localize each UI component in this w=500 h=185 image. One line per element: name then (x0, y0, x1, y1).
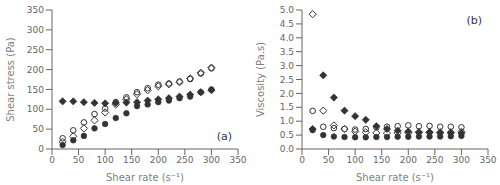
svg-text:350: 350 (27, 5, 44, 15)
html-text:(a): (a) (216, 130, 232, 143)
svg-text:250: 250 (426, 155, 443, 165)
svg-text:0: 0 (299, 155, 305, 165)
svg-text:200: 200 (27, 65, 44, 75)
svg-text:100: 100 (27, 104, 44, 114)
svg-text:50: 50 (323, 155, 335, 165)
svg-text:1.0: 1.0 (280, 116, 295, 126)
html-text:(b): (b) (466, 14, 482, 27)
svg-text:300: 300 (27, 25, 44, 35)
svg-text:350: 350 (229, 155, 246, 165)
svg-text:4.5: 4.5 (280, 19, 294, 29)
svg-text:0: 0 (38, 144, 44, 154)
svg-text:200: 200 (150, 155, 167, 165)
svg-text:50: 50 (73, 155, 85, 165)
svg-text:5.0: 5.0 (280, 5, 295, 15)
svg-text:Shear rate (s⁻¹): Shear rate (s⁻¹) (106, 172, 184, 183)
svg-text:0: 0 (49, 155, 55, 165)
svg-text:150: 150 (123, 155, 140, 165)
svg-text:2.0: 2.0 (280, 89, 295, 99)
svg-text:Viscosity (Pa.s): Viscosity (Pa.s) (255, 42, 266, 117)
svg-text:Shear stress (Pa): Shear stress (Pa) (8, 37, 16, 122)
svg-text:0.5: 0.5 (280, 130, 294, 140)
svg-text:1.5: 1.5 (280, 102, 294, 112)
svg-text:200: 200 (400, 155, 417, 165)
svg-text:250: 250 (27, 45, 44, 55)
svg-text:350: 350 (479, 155, 492, 165)
svg-text:300: 300 (203, 155, 220, 165)
svg-text:300: 300 (453, 155, 470, 165)
svg-text:150: 150 (373, 155, 390, 165)
svg-text:250: 250 (176, 155, 193, 165)
svg-text:3.5: 3.5 (280, 47, 294, 57)
svg-text:Shear rate (s⁻¹): Shear rate (s⁻¹) (356, 172, 434, 183)
svg-text:100: 100 (97, 155, 114, 165)
svg-text:2.5: 2.5 (280, 75, 294, 85)
svg-text:3.0: 3.0 (280, 61, 295, 71)
svg-text:100: 100 (347, 155, 364, 165)
svg-text:4.0: 4.0 (280, 33, 295, 43)
svg-text:150: 150 (27, 85, 44, 95)
svg-text:50: 50 (33, 124, 45, 134)
svg-text:0.0: 0.0 (280, 144, 295, 154)
